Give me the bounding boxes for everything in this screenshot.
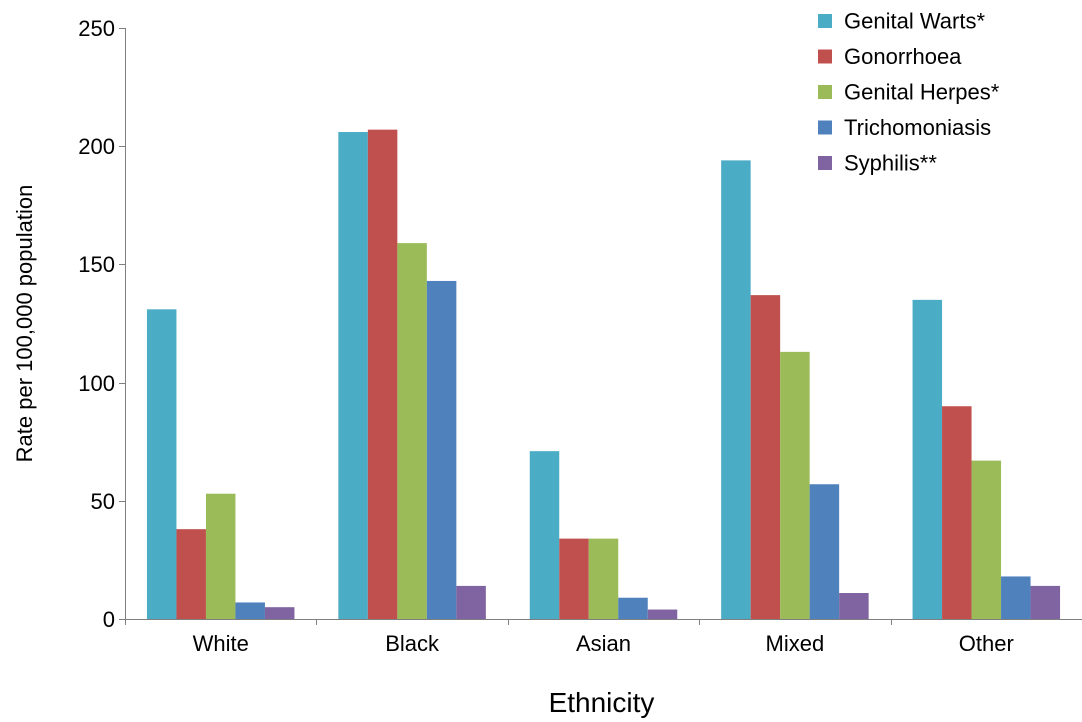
y-tick-label-0: 0 <box>103 607 115 632</box>
legend-label-genital-herpes: Genital Herpes* <box>844 80 1000 105</box>
x-tick-label-black: Black <box>385 631 440 656</box>
bar-white-genital-warts <box>146 309 177 619</box>
bar-white-gonorrhoea <box>176 529 206 619</box>
bar-white-syphilis <box>264 607 295 619</box>
legend-item-gonorrhoea: Gonorrhoea <box>818 44 962 69</box>
bar-asian-trichomoniasis <box>618 597 648 619</box>
bars-layer <box>146 129 1061 619</box>
bar-asian-syphilis <box>647 609 678 619</box>
legend-swatch-gonorrhoea <box>818 49 832 64</box>
bar-black-genital-warts <box>338 132 368 619</box>
y-tick-label-50: 50 <box>91 489 115 514</box>
y-tick-label-150: 150 <box>78 252 115 277</box>
bar-other-syphilis <box>1030 585 1061 619</box>
y-axis-title: Rate per 100,000 population <box>12 185 37 463</box>
legend-swatch-trichomoniasis <box>818 120 832 135</box>
bar-other-genital-herpes <box>971 460 1002 619</box>
bar-mixed-trichomoniasis <box>809 484 840 619</box>
legend-label-genital-warts: Genital Warts* <box>844 9 985 34</box>
bar-white-trichomoniasis <box>235 602 265 619</box>
bar-white-genital-herpes <box>205 493 236 619</box>
legend-label-trichomoniasis: Trichomoniasis <box>844 115 991 140</box>
bar-black-syphilis <box>456 585 486 619</box>
legend-swatch-genital-herpes <box>818 85 832 99</box>
legend-item-genital-warts: Genital Warts* <box>818 9 985 34</box>
legend-swatch-syphilis <box>818 156 832 170</box>
bar-asian-genital-warts <box>529 451 560 619</box>
bar-black-gonorrhoea <box>367 129 398 619</box>
legend-item-trichomoniasis: Trichomoniasis <box>818 115 991 140</box>
x-axis-ticks: White Black Asian Mixed Other <box>125 619 1014 656</box>
x-tick-label-asian: Asian <box>576 631 631 656</box>
legend-label-syphilis: Syphilis** <box>844 151 937 176</box>
bar-black-genital-herpes <box>397 243 427 619</box>
y-axis-ticks: 0 50 100 150 200 250 <box>78 16 125 632</box>
y-tick-label-200: 200 <box>78 134 115 159</box>
bar-other-trichomoniasis <box>1001 576 1031 619</box>
legend: Genital Warts* Gonorrhoea Genital Herpes* T… <box>818 9 1000 176</box>
x-tick-label-white: White <box>193 631 249 656</box>
legend-label-gonorrhoea: Gonorrhoea <box>844 44 962 69</box>
bar-mixed-genital-warts <box>721 160 751 619</box>
bar-other-gonorrhoea <box>942 406 972 619</box>
x-tick-label-mixed: Mixed <box>766 631 825 656</box>
bar-other-genital-warts <box>912 299 943 619</box>
bar-mixed-syphilis <box>839 593 869 619</box>
legend-swatch-genital-warts <box>818 14 832 28</box>
x-tick-label-other: Other <box>959 631 1014 656</box>
y-tick-label-100: 100 <box>78 371 115 396</box>
x-axis-title: Ethnicity <box>549 687 655 718</box>
bar-black-trichomoniasis <box>426 280 457 619</box>
legend-item-syphilis: Syphilis** <box>818 151 937 176</box>
bar-mixed-genital-herpes <box>780 351 810 619</box>
y-tick-label-250: 250 <box>78 16 115 41</box>
bar-asian-genital-herpes <box>588 538 619 619</box>
bar-mixed-gonorrhoea <box>750 295 781 619</box>
legend-item-genital-herpes: Genital Herpes* <box>818 80 1000 105</box>
bar-asian-gonorrhoea <box>559 538 589 619</box>
